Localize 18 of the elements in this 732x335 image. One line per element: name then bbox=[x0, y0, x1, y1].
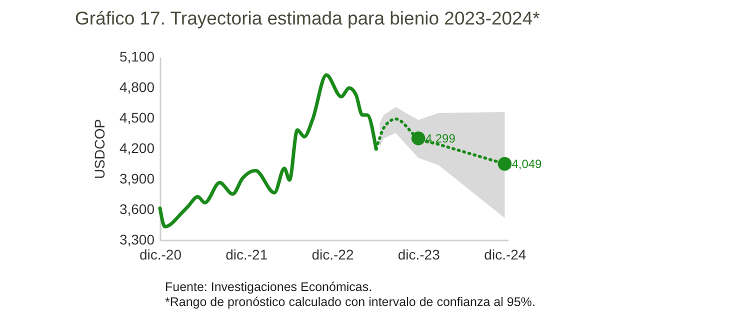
y-tick-label: 3,900 bbox=[119, 170, 155, 186]
data-label: 4,299 bbox=[425, 131, 456, 146]
x-tick-label: dic.-24 bbox=[484, 246, 526, 262]
y-tick-label: 3,600 bbox=[119, 201, 155, 217]
y-axis-title: USDCOP bbox=[91, 119, 108, 179]
x-tick-label: dic.-23 bbox=[398, 246, 440, 262]
data-label: 4,049 bbox=[512, 156, 542, 171]
x-tick-label: dic.-22 bbox=[312, 246, 354, 262]
chart-title: Gráfico 17. Trayectoria estimada para bienio 2023-2024* bbox=[75, 8, 540, 28]
y-tick-label: 5,100 bbox=[119, 48, 155, 64]
x-tick-label: dic.-20 bbox=[139, 246, 182, 262]
y-tick-label: 4,200 bbox=[119, 140, 155, 156]
text: *Rango de pronóstico calculado con intervalo de confianza al 95%. bbox=[165, 295, 536, 309]
source-note: Fuente: Investigaciones Económicas. bbox=[165, 280, 372, 294]
x-tick-label: dic.-21 bbox=[226, 246, 268, 262]
y-tick-label: 3,300 bbox=[119, 232, 155, 248]
y-tick-label: 4,800 bbox=[119, 79, 155, 95]
y-tick-label: 4,500 bbox=[119, 110, 155, 126]
